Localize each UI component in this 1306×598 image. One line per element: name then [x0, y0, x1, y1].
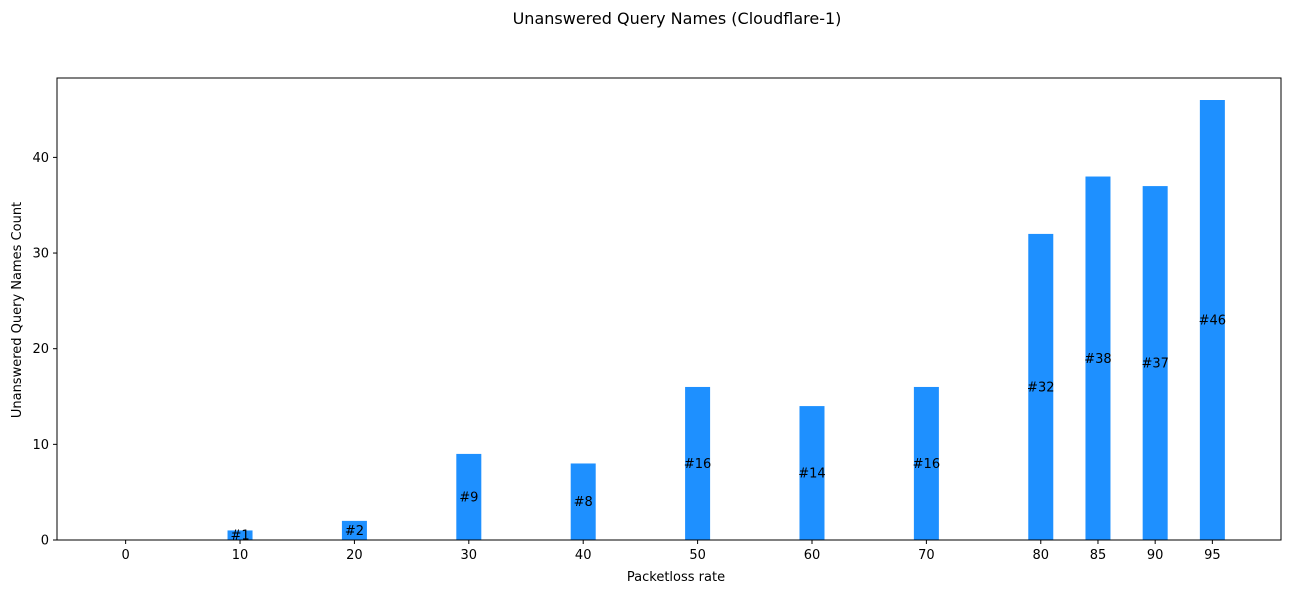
- x-tick-label: 90: [1147, 548, 1164, 563]
- data-label-50: #16: [684, 457, 711, 472]
- y-tick-label: 30: [32, 247, 49, 262]
- data-label-70: #16: [913, 457, 940, 472]
- x-tick-label: 50: [689, 548, 706, 563]
- x-tick-label: 85: [1090, 548, 1107, 563]
- data-label-30: #9: [459, 490, 478, 505]
- x-axis-ticks: 0 10 20 30 40 50 60 70 80 85 90 95: [121, 540, 1221, 563]
- y-axis-label: Unanswered Query Names Count: [10, 202, 25, 418]
- data-label-85: #38: [1084, 352, 1111, 367]
- data-label-20: #2: [345, 524, 364, 539]
- bars-layer: [227, 100, 1225, 541]
- bar-10: [227, 530, 253, 540]
- bar-80: [1028, 233, 1054, 541]
- x-tick-label: 10: [232, 548, 249, 563]
- x-tick-label: 95: [1204, 548, 1221, 563]
- bar-95: [1199, 100, 1225, 540]
- x-tick-label: 30: [461, 548, 478, 563]
- x-tick-label: 80: [1033, 548, 1050, 563]
- data-labels-layer: #1 #2#9 #8#16#14#16#32#38 #37#46: [230, 314, 1226, 544]
- bar-40: [570, 463, 596, 540]
- bar-50: [685, 386, 711, 540]
- bar-60: [799, 406, 825, 540]
- data-label-80: #32: [1027, 380, 1054, 395]
- bar-20: [341, 520, 367, 540]
- chart-title: Unanswered Query Names (Cloudflare-1): [513, 9, 842, 28]
- y-tick-label: 10: [32, 438, 49, 453]
- x-axis-label: Packetloss rate: [627, 570, 725, 585]
- x-tick-label: 60: [804, 548, 821, 563]
- y-tick-label: 0: [41, 534, 49, 549]
- bar-90: [1142, 186, 1168, 540]
- y-tick-label: 20: [32, 342, 49, 357]
- bar-70: [913, 386, 939, 540]
- y-tick-label: 40: [32, 151, 49, 166]
- bar-85: [1085, 176, 1111, 541]
- x-tick-label: 40: [575, 548, 592, 563]
- data-label-40: #8: [574, 495, 593, 510]
- x-tick-label: 20: [346, 548, 363, 563]
- plot-frame: [56, 77, 1282, 541]
- x-tick-label: 0: [121, 548, 129, 563]
- bar-30: [456, 453, 482, 540]
- y-axis-ticks: 0 10 20 30 40: [32, 151, 57, 549]
- data-label-95: #46: [1199, 314, 1226, 329]
- data-label-60: #14: [798, 467, 825, 482]
- x-tick-label: 70: [918, 548, 935, 563]
- data-label-90: #37: [1141, 357, 1168, 372]
